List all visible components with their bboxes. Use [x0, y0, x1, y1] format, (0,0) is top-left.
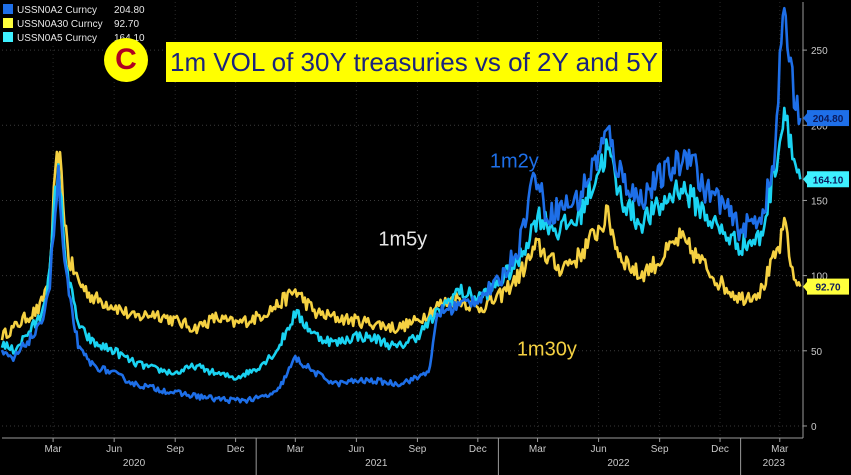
x-tick-label: Jun — [591, 444, 607, 455]
series-line — [0, 106, 802, 381]
panel-label-badge: C — [104, 38, 148, 82]
x-tick-label: Mar — [529, 444, 547, 455]
series-line — [0, 150, 802, 341]
last-value-label: 92.70 — [815, 283, 840, 294]
x-tick-label: Jun — [106, 444, 122, 455]
x-tick-label: Mar — [771, 444, 789, 455]
last-value-pointer — [803, 280, 808, 293]
y-axis: 0 50 100 150 200 250 — [802, 2, 828, 438]
legend: USSN0A2 Curncy 204.80 USSN0A30 Curncy 92.70… — [0, 0, 160, 46]
series-line — [0, 6, 802, 405]
y-tick-label: 100 — [811, 272, 828, 283]
panel-label: C — [115, 43, 137, 76]
y-tick-label: 150 — [811, 196, 828, 207]
x-tick-label: Dec — [469, 444, 487, 455]
last-value-label: 204.80 — [813, 114, 844, 125]
y-tick-label: 50 — [811, 347, 823, 358]
x-tick-label: Sep — [166, 444, 184, 455]
x-tick-label: Dec — [711, 444, 729, 455]
legend-series-last: 204.80 — [114, 5, 145, 16]
legend-series-name: USSN0A5 Curncy — [17, 33, 97, 44]
series-annotation: 1m30y — [517, 338, 577, 360]
legend-swatch — [3, 18, 13, 28]
legend-series-name: USSN0A30 Curncy — [17, 19, 103, 30]
last-value-tag — [807, 110, 849, 127]
x-axis: Mar Jun Sep Dec Mar Jun Sep Dec Mar Jun Sep Dec Mar 2… — [2, 437, 803, 475]
x-tick-label: Mar — [44, 444, 62, 455]
last-value-tag — [807, 171, 849, 188]
series-layer — [0, 6, 802, 405]
y-tick-label: 250 — [811, 46, 828, 57]
x-tick-label: Sep — [651, 444, 669, 455]
x-tick-label: Sep — [409, 444, 427, 455]
year-label: 2022 — [607, 458, 630, 469]
last-value-tag — [807, 278, 849, 295]
series-annotation: 1m5y — [378, 229, 427, 251]
annotations: 1m2y 1m5y 1m30y — [378, 150, 576, 360]
year-label: 2023 — [763, 458, 786, 469]
legend-swatch — [3, 32, 13, 42]
series-annotation: 1m2y — [490, 150, 539, 172]
x-tick-label: Dec — [227, 444, 245, 455]
last-value-tags: 204.80 92.70 164.10 — [803, 110, 849, 295]
chart-title: 1m VOL of 30Y treasuries vs of 2Y and 5Y — [170, 46, 659, 77]
chart-title-box: 1m VOL of 30Y treasuries vs of 2Y and 5Y — [166, 42, 663, 82]
year-label: 2021 — [365, 458, 388, 469]
year-label: 2020 — [123, 458, 146, 469]
last-value-pointer — [803, 112, 808, 125]
last-value-label: 164.10 — [813, 175, 844, 186]
x-tick-label: Mar — [287, 444, 305, 455]
legend-swatch — [3, 4, 13, 14]
y-tick-label: 200 — [811, 121, 828, 132]
legend-series-last: 92.70 — [114, 19, 139, 30]
x-tick-label: Jun — [348, 444, 364, 455]
legend-series-name: USSN0A2 Curncy — [17, 5, 97, 16]
last-value-pointer — [803, 173, 808, 186]
y-tick-label: 0 — [811, 422, 817, 433]
